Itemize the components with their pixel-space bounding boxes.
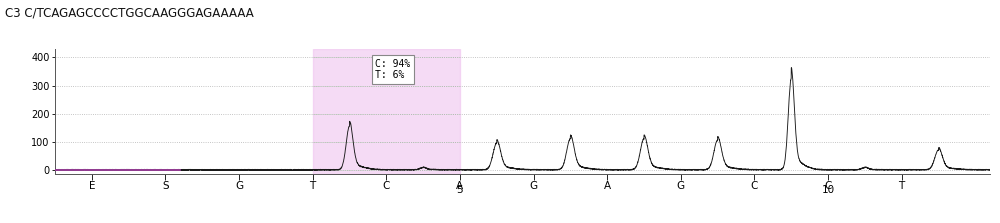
Text: 5: 5 [457,185,463,195]
Text: C3 C/TCAGAGCCCCTGGCAAGGGAGAAAAA: C3 C/TCAGAGCCCCTGGCAAGGGAGAAAAA [5,7,254,20]
Text: 10: 10 [821,185,835,195]
Bar [313,49,460,174]
Text: C: 94%
T: 6%: C: 94% T: 6% [375,59,411,81]
